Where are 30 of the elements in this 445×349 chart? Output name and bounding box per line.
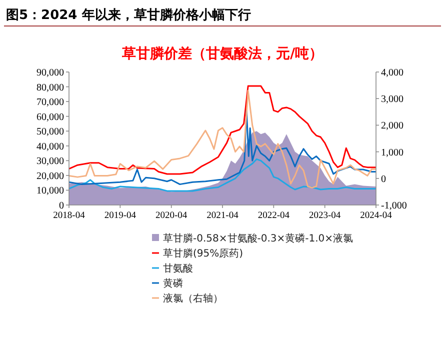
x-tick-label: 2023-04	[308, 211, 341, 221]
x-tick-label: 2019-04	[104, 211, 136, 221]
chart-title: 图5：2024 年以来，草甘膦价格小幅下行	[6, 8, 251, 23]
y-tick-label: 50,000	[36, 126, 64, 138]
x-tick-label: 2024-04	[360, 211, 392, 221]
y-tick-label: 70,000	[36, 97, 64, 108]
x-tick-label: 2020-04	[155, 211, 188, 221]
y-tick-label: 0	[59, 200, 64, 212]
legend-label: 草甘膦(95%原药)	[163, 248, 244, 260]
chart-subtitle: 草甘膦价差（甘氨酸法，元/吨）	[120, 46, 324, 62]
legend-label: 黄磷	[163, 278, 183, 290]
y2-tick-label: 4,000	[381, 68, 404, 78]
y-tick-label: 60,000	[36, 112, 64, 123]
x-tick-label: 2018-04	[53, 211, 86, 221]
x-tick-label: 2022-04	[258, 211, 290, 221]
y2-tick-label: 2,000	[381, 120, 404, 132]
y2-tick-label: -1,000	[381, 200, 407, 212]
y-tick-label: 30,000	[36, 156, 64, 168]
y-tick-label: 40,000	[36, 141, 64, 152]
x-tick-label: 2021-04	[206, 211, 239, 221]
y-tick-label: 90,000	[36, 68, 64, 78]
y2-tick-label: 1,000	[381, 147, 404, 158]
y-tick-label: 10,000	[36, 186, 64, 197]
y2-tick-label: 0	[381, 174, 386, 185]
y-tick-label: 80,000	[36, 82, 64, 94]
legend-label: 液氯（右轴）	[163, 292, 223, 304]
y2-tick-label: 3,000	[381, 94, 404, 106]
legend-label: 甘氨酸	[163, 262, 193, 274]
y-tick-label: 20,000	[36, 170, 64, 182]
legend-label: 草甘膦-0.58×甘氨酸-0.3×黄磷-1.0×液氯	[163, 232, 354, 244]
